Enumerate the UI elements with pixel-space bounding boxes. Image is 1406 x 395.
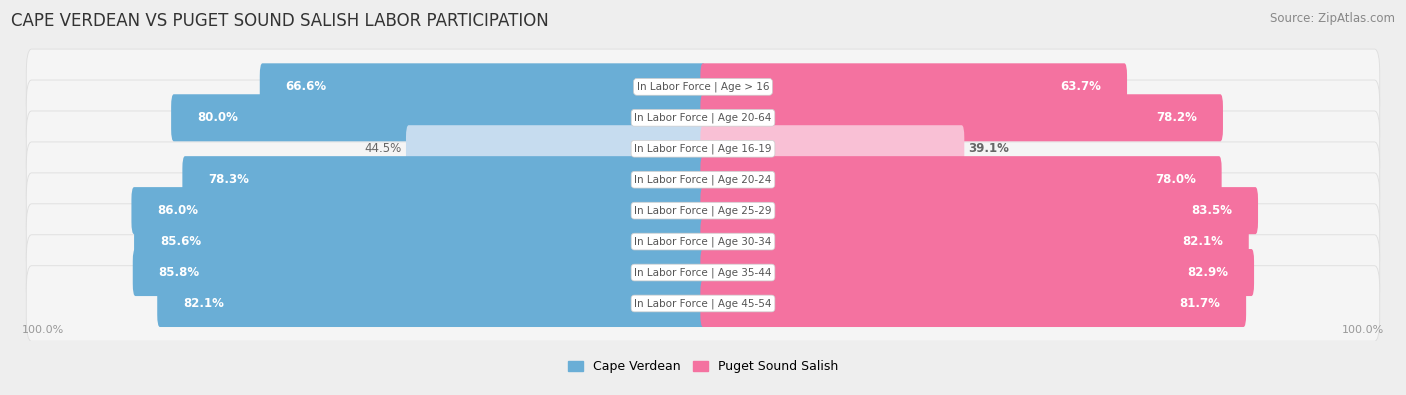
FancyBboxPatch shape [157,280,706,327]
Text: CAPE VERDEAN VS PUGET SOUND SALISH LABOR PARTICIPATION: CAPE VERDEAN VS PUGET SOUND SALISH LABOR… [11,12,548,30]
Text: Source: ZipAtlas.com: Source: ZipAtlas.com [1270,12,1395,25]
Text: 82.1%: 82.1% [183,297,224,310]
FancyBboxPatch shape [700,125,965,172]
Text: 78.3%: 78.3% [208,173,249,186]
Text: 78.2%: 78.2% [1156,111,1197,124]
FancyBboxPatch shape [27,204,1379,279]
Text: 63.7%: 63.7% [1060,80,1101,93]
FancyBboxPatch shape [131,187,706,234]
FancyBboxPatch shape [406,125,706,172]
Text: 100.0%: 100.0% [1343,325,1385,335]
Text: 66.6%: 66.6% [285,80,326,93]
FancyBboxPatch shape [27,266,1379,341]
FancyBboxPatch shape [260,63,706,110]
Text: In Labor Force | Age 20-64: In Labor Force | Age 20-64 [634,113,772,123]
FancyBboxPatch shape [132,249,706,296]
Text: In Labor Force | Age 16-19: In Labor Force | Age 16-19 [634,143,772,154]
Text: In Labor Force | Age 45-54: In Labor Force | Age 45-54 [634,298,772,309]
Text: 86.0%: 86.0% [157,204,198,217]
FancyBboxPatch shape [700,280,1246,327]
Text: 100.0%: 100.0% [21,325,63,335]
Text: In Labor Force | Age 35-44: In Labor Force | Age 35-44 [634,267,772,278]
Text: 83.5%: 83.5% [1191,204,1232,217]
FancyBboxPatch shape [134,218,706,265]
FancyBboxPatch shape [27,111,1379,186]
Legend: Cape Verdean, Puget Sound Salish: Cape Verdean, Puget Sound Salish [562,356,844,378]
Text: 39.1%: 39.1% [969,142,1010,155]
Text: 44.5%: 44.5% [364,142,402,155]
Text: 81.7%: 81.7% [1180,297,1220,310]
FancyBboxPatch shape [700,63,1128,110]
Text: In Labor Force | Age 25-29: In Labor Force | Age 25-29 [634,205,772,216]
FancyBboxPatch shape [700,94,1223,141]
FancyBboxPatch shape [172,94,706,141]
FancyBboxPatch shape [27,173,1379,248]
FancyBboxPatch shape [700,249,1254,296]
FancyBboxPatch shape [183,156,706,203]
FancyBboxPatch shape [700,218,1249,265]
Text: 82.9%: 82.9% [1187,266,1229,279]
Text: In Labor Force | Age > 16: In Labor Force | Age > 16 [637,82,769,92]
FancyBboxPatch shape [27,80,1379,156]
Text: 78.0%: 78.0% [1154,173,1197,186]
FancyBboxPatch shape [27,49,1379,124]
Text: 80.0%: 80.0% [197,111,238,124]
Text: In Labor Force | Age 30-34: In Labor Force | Age 30-34 [634,236,772,247]
Text: 82.1%: 82.1% [1182,235,1223,248]
FancyBboxPatch shape [700,156,1222,203]
FancyBboxPatch shape [27,142,1379,217]
Text: 85.6%: 85.6% [160,235,201,248]
FancyBboxPatch shape [27,235,1379,310]
FancyBboxPatch shape [700,187,1258,234]
Text: In Labor Force | Age 20-24: In Labor Force | Age 20-24 [634,175,772,185]
Text: 85.8%: 85.8% [159,266,200,279]
